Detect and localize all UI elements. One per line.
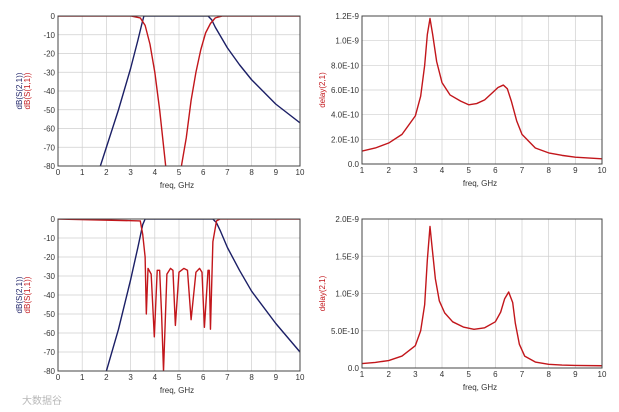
chart-top-right: 1 2 3 4 5 6 7 8 9 10 0.0 2.0E-10 4.0E-10 6.0E-10 8.0E-… (318, 12, 607, 188)
x-tick-label: 3 (413, 166, 418, 175)
x-tick-label: 10 (598, 166, 607, 175)
plot-frame (57, 15, 301, 167)
series-line-delay-2-1- (362, 225, 602, 367)
x-tick-label: 0 (56, 168, 61, 177)
x-tick-label: 7 (225, 373, 230, 382)
x-axis-label: freq, GHz (160, 181, 194, 190)
y-tick-label: -30 (43, 68, 55, 77)
x-tick-label: 7 (520, 166, 525, 175)
x-tick-label: 3 (128, 373, 133, 382)
series-line-db-s-1-1- (58, 219, 300, 371)
x-tick-label: 9 (274, 373, 279, 382)
series-line-db-s-2-1- (99, 16, 300, 166)
y-tick-label: -70 (43, 143, 55, 152)
chart-bottom-left: 0 1 2 3 4 5 6 7 8 9 10 0 -10 -20 -30 -40 -50 -60 -70 -80 fre… (15, 215, 305, 395)
y-tick-label: -20 (43, 50, 55, 59)
x-tick-label: 2 (104, 373, 109, 382)
y-tick-label: -40 (43, 291, 55, 300)
series-line-delay-2-1- (362, 17, 602, 160)
y-tick-label: 1.5E-9 (335, 252, 359, 261)
x-tick-label: 4 (440, 166, 445, 175)
x-tick-label: 5 (177, 373, 182, 382)
y-tick-label: 6.0E-10 (331, 86, 360, 95)
y-tick-label: -40 (43, 87, 55, 96)
x-tick-label: 8 (249, 168, 254, 177)
x-tick-label: 5 (466, 166, 471, 175)
x-tick-label: 1 (80, 168, 85, 177)
y-tick-label: 1.2E-9 (335, 12, 359, 21)
y-tick-label: -50 (43, 310, 55, 319)
y-tick-label: 1.0E-9 (335, 37, 359, 46)
x-tick-label: 2 (386, 370, 391, 379)
x-tick-label: 7 (520, 370, 525, 379)
y-tick-label: 5.0E-10 (331, 327, 360, 336)
y-tick-label: 2.0E-9 (335, 215, 359, 224)
watermark-text: 大数据谷 (22, 394, 62, 407)
x-tick-label: 3 (413, 370, 418, 379)
x-tick-label: 2 (386, 166, 391, 175)
y-tick-label: -30 (43, 272, 55, 281)
y-tick-label: -10 (43, 234, 55, 243)
y-tick-label: -20 (43, 253, 55, 262)
x-tick-label: 9 (573, 370, 578, 379)
y-tick-label: 1.0E-9 (335, 290, 359, 299)
x-tick-label: 4 (153, 168, 158, 177)
plot-frame (361, 15, 603, 165)
x-tick-label: 1 (360, 370, 365, 379)
y-tick-label: -80 (43, 162, 55, 171)
chart-bottom-right: 1 2 3 4 5 6 7 8 9 10 0.0 5.0E-10 1.0E-9 1.5E-9 2.0E-9 f… (318, 215, 607, 392)
x-tick-label: 9 (274, 168, 279, 177)
x-tick-label: 9 (573, 166, 578, 175)
y-axis-label-s11: dB(S(1,1)) (23, 276, 32, 313)
x-tick-label: 7 (225, 168, 230, 177)
y-axis-label-delay: delay(2,1) (318, 72, 327, 108)
x-tick-label: 8 (249, 373, 254, 382)
x-tick-label: 6 (201, 373, 206, 382)
x-tick-label: 8 (546, 370, 551, 379)
x-tick-label: 4 (153, 373, 158, 382)
x-tick-label: 6 (493, 166, 498, 175)
y-tick-label: 2.0E-10 (331, 135, 360, 144)
y-tick-label: 8.0E-10 (331, 61, 360, 70)
plot-frame (57, 218, 301, 372)
y-tick-label: -50 (43, 106, 55, 115)
y-tick-label: -60 (43, 125, 55, 134)
y-tick-label: 0 (51, 12, 56, 21)
x-tick-label: 6 (493, 370, 498, 379)
y-tick-label: 0.0 (348, 160, 360, 169)
y-axis-label-s21: dB(S(2,1)) (15, 276, 24, 313)
y-tick-label: 0.0 (348, 364, 360, 373)
y-tick-label: 0 (51, 215, 56, 224)
x-tick-label: 8 (546, 166, 551, 175)
chart-top-left: 0 1 2 3 4 5 6 7 8 9 10 0 -10 -20 -30 -40 -50 -60 -70 -80 fre… (15, 12, 305, 190)
x-tick-label: 4 (440, 370, 445, 379)
x-tick-label: 6 (201, 168, 206, 177)
x-tick-label: 1 (80, 373, 85, 382)
x-axis-label: freq, GHz (160, 386, 194, 395)
x-tick-label: 10 (296, 168, 305, 177)
series-line-db-s-1-1- (58, 16, 300, 166)
x-tick-label: 2 (104, 168, 109, 177)
series-line-db-s-2-1- (105, 219, 300, 371)
y-axis-label-s21: dB(S(2,1)) (15, 72, 24, 109)
y-tick-label: -10 (43, 31, 55, 40)
y-axis-label-s11: dB(S(1,1)) (23, 72, 32, 109)
y-tick-label: 4.0E-10 (331, 111, 360, 120)
y-tick-label: -70 (43, 348, 55, 357)
y-tick-label: -60 (43, 329, 55, 338)
y-axis-label-delay: delay(2,1) (318, 275, 327, 311)
x-axis-label: freq, GHz (463, 383, 497, 392)
x-tick-label: 5 (177, 168, 182, 177)
x-tick-label: 1 (360, 166, 365, 175)
x-axis-label: freq, GHz (463, 179, 497, 188)
x-tick-label: 10 (598, 370, 607, 379)
x-tick-label: 10 (296, 373, 305, 382)
x-tick-label: 5 (466, 370, 471, 379)
plot-frame (361, 218, 603, 369)
x-tick-label: 3 (128, 168, 133, 177)
x-tick-label: 0 (56, 373, 61, 382)
y-tick-label: -80 (43, 367, 55, 376)
